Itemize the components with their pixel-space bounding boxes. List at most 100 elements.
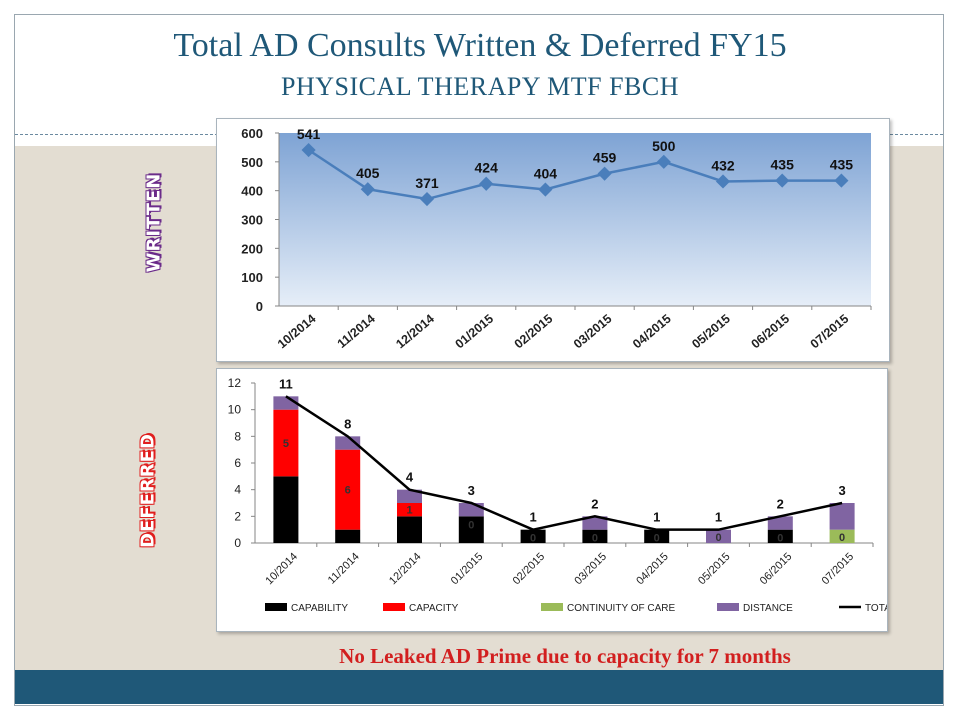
capacity-label: 0 xyxy=(654,533,660,545)
y-tick-label: 12 xyxy=(228,376,242,390)
legend-label: CONTINUITY OF CARE xyxy=(567,603,675,614)
bar-segment-capability xyxy=(458,516,484,543)
data-label: 500 xyxy=(652,138,676,154)
bar-segment-distance xyxy=(767,516,793,530)
bar-segment-distance xyxy=(706,529,731,543)
capacity-label: 0 xyxy=(839,532,845,544)
bar-segment-capability xyxy=(582,529,608,543)
capacity-label: 0 xyxy=(592,533,598,545)
y-tick-label: 200 xyxy=(241,241,263,256)
x-tick-label: 01/2015 xyxy=(449,551,486,588)
y-tick-label: 6 xyxy=(234,456,241,470)
total-label: 2 xyxy=(591,496,598,511)
y-tick-label: 500 xyxy=(241,155,263,170)
x-tick-label: 01/2015 xyxy=(453,312,497,352)
slide-subtitle: PHYSICAL THERAPY MTF FBCH xyxy=(280,72,679,101)
y-tick-label: 4 xyxy=(234,483,241,497)
footer-bar xyxy=(15,670,943,704)
y-tick-label: 10 xyxy=(228,403,242,417)
x-tick-label: 02/2015 xyxy=(511,551,548,588)
total-label: 11 xyxy=(279,376,293,391)
x-tick-label: 04/2015 xyxy=(630,312,674,352)
total-line xyxy=(285,395,843,531)
series-line xyxy=(307,148,842,201)
bar-segment-distance xyxy=(582,516,608,530)
x-tick-label: 07/2015 xyxy=(820,551,857,588)
bar-segment-capability xyxy=(520,529,546,543)
data-label: 541 xyxy=(297,126,321,142)
legend-swatch xyxy=(541,603,563,611)
x-tick-label: 12/2014 xyxy=(393,312,437,352)
data-label: 404 xyxy=(534,166,558,182)
y-tick-label: 300 xyxy=(241,213,263,228)
data-label: 432 xyxy=(711,157,735,173)
data-label: 459 xyxy=(593,150,617,166)
bar-segment-capacity xyxy=(273,409,299,477)
capacity-label: 0 xyxy=(530,533,536,545)
data-point xyxy=(419,191,435,207)
y-tick-label: 600 xyxy=(241,126,263,141)
data-label: 405 xyxy=(356,165,380,181)
y-tick-label: 0 xyxy=(234,536,241,550)
deferred-chart: 0 2 4 6 8 10 12 10/2014 11/2014 12/2014 01/2015 02/… xyxy=(216,368,888,632)
data-point xyxy=(479,176,494,191)
written-line-chart: 0 100 200 300 400 500 600 10/2014 11/2014 12/2014… xyxy=(241,126,872,352)
x-tick-label: 04/2015 xyxy=(634,551,671,588)
legend-swatch xyxy=(265,603,287,611)
y-tick-label: 8 xyxy=(234,429,241,443)
total-label: 1 xyxy=(653,510,660,525)
y-tick-label: 2 xyxy=(234,509,241,523)
total-label: 3 xyxy=(838,483,845,498)
data-label: 371 xyxy=(415,175,439,191)
x-tick-label: 03/2015 xyxy=(572,551,609,588)
capacity-label: 0 xyxy=(777,533,783,545)
capacity-label: 6 xyxy=(345,485,351,497)
data-point xyxy=(775,173,790,188)
legend-label: TOTAL xyxy=(865,603,887,614)
capacity-label: 0 xyxy=(468,519,474,531)
bar-segment-capability xyxy=(644,529,670,543)
data-point xyxy=(715,174,731,189)
y-tick-label: 100 xyxy=(241,270,263,285)
x-tick-label: 12/2014 xyxy=(387,551,424,588)
x-tick-label: 06/2015 xyxy=(758,551,795,588)
y-tick-label: 400 xyxy=(241,184,263,199)
total-label: 2 xyxy=(777,496,784,511)
x-tick-label: 05/2015 xyxy=(696,551,733,588)
leak-note: No Leaked AD Prime due to capacity for 7… xyxy=(339,644,791,668)
total-label: 8 xyxy=(344,416,351,431)
bar-segment-capacity xyxy=(397,503,422,517)
bar-segment-capability xyxy=(273,476,299,543)
x-tick-label: 11/2014 xyxy=(326,551,362,587)
bar-segment-distance xyxy=(335,436,361,450)
bar-segment-capability xyxy=(767,529,793,543)
data-label: 424 xyxy=(475,160,499,176)
written-label: WRITTEN xyxy=(143,172,165,273)
capacity-label: 0 xyxy=(715,532,721,544)
bar-segment-distance xyxy=(829,503,855,530)
bar-segment-capability xyxy=(335,529,361,543)
bar-segment-distance xyxy=(397,489,422,503)
x-tick-label: 06/2015 xyxy=(749,312,793,352)
total-label: 3 xyxy=(468,483,475,498)
bar-segment-continuity-of-care xyxy=(829,529,855,543)
x-tick-label: 10/2014 xyxy=(275,312,319,352)
x-tick-label: 02/2015 xyxy=(512,312,556,352)
total-label: 1 xyxy=(529,510,536,525)
total-label: 4 xyxy=(406,470,414,485)
bar-segment-distance xyxy=(458,503,484,517)
y-tick-label: 0 xyxy=(256,299,263,314)
slide-title: Total AD Consults Written & Deferred FY1… xyxy=(173,27,787,64)
plot-area xyxy=(279,133,871,306)
data-point xyxy=(834,173,849,188)
data-point xyxy=(656,154,671,169)
written-chart: 0 100 200 300 400 500 600 10/2014 11/2014 12/2014… xyxy=(216,118,890,362)
legend-swatch xyxy=(383,603,405,611)
capacity-label: 1 xyxy=(406,505,412,517)
total-label: 1 xyxy=(715,510,722,525)
x-tick-label: 11/2014 xyxy=(335,312,378,351)
data-label: 435 xyxy=(771,157,795,173)
x-tick-label: 10/2014 xyxy=(263,551,300,588)
bar-segment-capability xyxy=(397,516,422,543)
